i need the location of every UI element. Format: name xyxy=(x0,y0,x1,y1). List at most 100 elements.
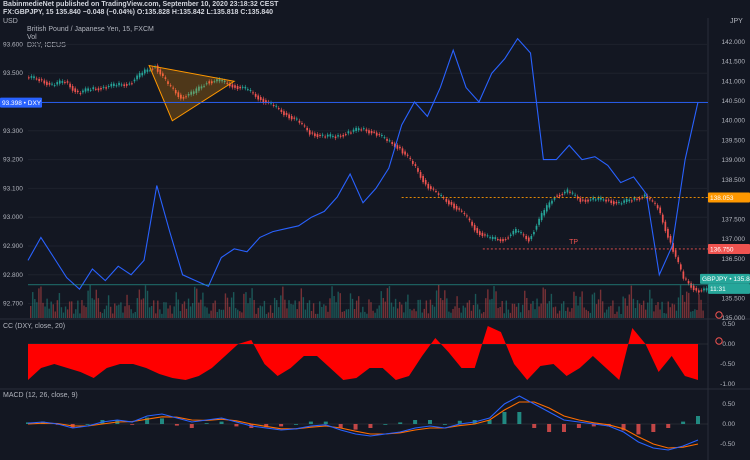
volume-bar xyxy=(56,300,59,318)
volume-bar xyxy=(105,305,108,318)
volume-bar xyxy=(669,307,671,318)
volume-bar xyxy=(427,313,430,318)
candle-body xyxy=(321,134,324,136)
volume-bar xyxy=(614,313,616,318)
candle-body xyxy=(74,88,77,93)
macd-panel-title[interactable]: MACD (12, 26, close, 9) xyxy=(3,392,78,399)
volume-bar xyxy=(341,311,343,318)
volume-bar xyxy=(409,308,411,318)
volume-bar xyxy=(153,300,155,318)
tp-label: TP xyxy=(569,239,578,246)
candle-body xyxy=(185,96,187,98)
candle-body xyxy=(311,132,314,134)
volume-bar xyxy=(257,307,259,318)
volume-bar xyxy=(675,310,678,318)
publisher-line: BabinmedieNet published on TradingView.c… xyxy=(3,1,279,8)
candle-body xyxy=(548,202,551,208)
candle-body xyxy=(545,205,548,212)
candle-body xyxy=(107,86,110,88)
time-left-badge: 11:31 xyxy=(710,286,726,293)
candle-body xyxy=(453,203,455,209)
volume-bar xyxy=(189,306,192,318)
macd-hist-bar xyxy=(621,424,626,431)
volume-bar xyxy=(501,301,503,318)
volume-bar xyxy=(124,306,126,318)
volume-bar xyxy=(68,301,71,318)
candle-body xyxy=(687,280,690,284)
volume-bar xyxy=(38,288,40,318)
candle-body xyxy=(113,83,115,87)
volume-bar xyxy=(245,292,247,318)
candle-body xyxy=(458,208,461,210)
volume-bar xyxy=(93,299,95,318)
volume-bar xyxy=(690,311,692,318)
candle-body xyxy=(589,199,592,201)
volume-bar xyxy=(489,299,491,318)
volume-bar xyxy=(679,285,682,318)
volume-bar xyxy=(575,295,577,318)
volume-bar xyxy=(40,286,42,318)
volume-bar xyxy=(312,303,315,318)
volume-bar xyxy=(282,286,284,318)
candle-body xyxy=(682,271,685,279)
volume-bar xyxy=(144,285,147,318)
right-tick-label: 135.000 xyxy=(722,315,746,322)
volume-bar xyxy=(32,292,34,318)
volume-bar xyxy=(331,286,333,318)
right-tick-label: 140.000 xyxy=(722,118,746,125)
volume-bar xyxy=(413,308,415,318)
candle-body xyxy=(262,98,265,103)
candle-body xyxy=(30,76,33,78)
candle-body xyxy=(334,136,337,139)
main-title[interactable]: British Pound / Japanese Yen, 15, FXCM xyxy=(27,26,154,33)
candle-body xyxy=(303,125,306,127)
macd-hist-bar xyxy=(562,424,566,432)
volume-bar xyxy=(329,298,331,318)
volume-bar xyxy=(360,312,362,318)
candle-body xyxy=(486,235,489,237)
volume-bar xyxy=(616,311,618,318)
candle-body xyxy=(102,86,105,88)
volume-bar xyxy=(380,291,382,318)
volume-bar xyxy=(118,304,120,318)
gbpjpy-badge-bg xyxy=(700,273,750,284)
volume-bar xyxy=(42,302,44,318)
candle-body xyxy=(579,198,582,202)
volume-bar xyxy=(261,306,264,318)
dxy-line xyxy=(27,37,699,291)
volume-bar xyxy=(138,289,141,318)
volume-bar xyxy=(450,312,452,318)
candle-body xyxy=(200,86,203,89)
vol-label[interactable]: Vol xyxy=(27,34,37,41)
candle-body xyxy=(118,82,120,86)
candle-body xyxy=(440,194,443,196)
left-tick-label: 93.500 xyxy=(3,70,23,77)
cc-panel-title[interactable]: CC (DXY, close, 20) xyxy=(3,323,66,330)
candle-body xyxy=(180,94,182,99)
candle-body xyxy=(499,239,502,242)
volume-bar xyxy=(507,309,510,318)
volume-bar xyxy=(220,309,223,318)
dxy-label[interactable]: DXY, ICEUS xyxy=(27,42,66,49)
macd-hist-bar xyxy=(308,421,313,424)
volume-bar xyxy=(323,304,325,318)
volume-bar xyxy=(308,300,311,318)
volume-bar xyxy=(458,307,460,318)
volume-bar xyxy=(610,305,612,318)
right-tick-label: 137.500 xyxy=(722,216,746,223)
candle-body xyxy=(419,172,422,178)
volume-bar xyxy=(647,302,649,318)
volume-bar xyxy=(185,308,188,318)
volume-bar xyxy=(280,295,282,318)
volume-bar xyxy=(444,290,446,318)
left-tick-label: 92.900 xyxy=(3,243,23,250)
volume-bar xyxy=(476,304,479,318)
volume-bar xyxy=(216,311,218,318)
candle-body xyxy=(649,198,651,200)
volume-bar xyxy=(34,299,36,318)
candle-body xyxy=(504,239,507,241)
candle-body xyxy=(290,116,293,120)
candle-body xyxy=(64,82,66,84)
candle-body xyxy=(66,81,69,83)
candle-body xyxy=(97,88,100,91)
